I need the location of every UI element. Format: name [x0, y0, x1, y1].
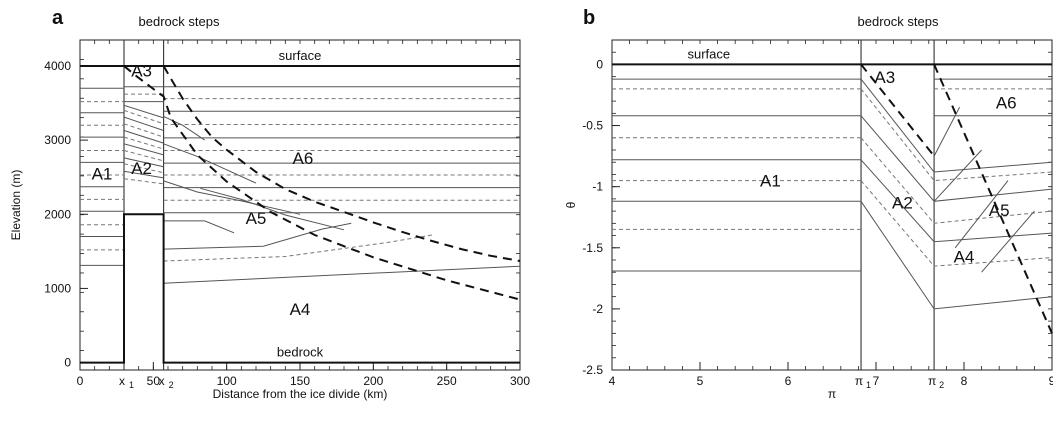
layer-line-dashed: [123, 136, 164, 150]
region-label-a1: A1: [760, 172, 781, 191]
region-label-a3: A3: [874, 68, 895, 87]
layer-line-solid: [123, 143, 164, 156]
step-marker-label: π: [928, 374, 936, 388]
x-axis-label: π: [828, 387, 836, 401]
region-label-a5: A5: [989, 201, 1010, 220]
region-label-a2: A2: [892, 194, 913, 213]
layer-line-solid: [123, 130, 164, 144]
y-tick-label: 2000: [44, 207, 71, 221]
layer-line-dashed: [123, 178, 164, 185]
layer-line-solid: [860, 201, 1053, 310]
bedrock-line: [80, 213, 520, 364]
diagonal-line: [200, 187, 345, 231]
step-marker-subscript: 1: [866, 380, 871, 390]
x-tick-label: 8: [961, 374, 968, 388]
layer-line-dashed: [860, 137, 1053, 224]
y-tick-label: -2.5: [582, 363, 603, 377]
annotation-surface: surface: [687, 46, 730, 61]
panel-label: b: [583, 7, 595, 29]
y-axis-label: θ: [564, 201, 578, 208]
x-tick-label: 100: [217, 374, 237, 388]
annotation-bedrock-steps: bedrock steps: [858, 14, 939, 29]
diagonal-line: [981, 210, 1035, 273]
y-tick-label: -2: [592, 302, 603, 316]
x-tick-label: 7: [873, 374, 880, 388]
layer-line-solid: [123, 170, 164, 179]
annotation-bedrock: bedrock: [277, 345, 324, 360]
layer-line-dashed: [123, 109, 164, 125]
layer-line-solid: [123, 116, 164, 131]
y-tick-label: -0.5: [582, 119, 603, 133]
region-boundary-dashed: [123, 65, 521, 301]
region-label-a6: A6: [293, 149, 314, 168]
diagonal-line: [163, 180, 301, 215]
x-tick-label: 4: [609, 374, 616, 388]
layer-line-solid: [860, 115, 1053, 202]
y-tick-label: -1: [592, 180, 603, 194]
x-tick-label: 9: [1049, 374, 1053, 388]
diagonal-line: [163, 115, 205, 141]
y-tick-label: 1000: [44, 281, 71, 295]
diagonal-line: [933, 149, 982, 202]
plot-frame: [79, 39, 521, 371]
region-label-a4: A4: [954, 247, 975, 266]
x-tick-label: 250: [437, 374, 457, 388]
layer-line-dashed: [163, 234, 433, 262]
y-tick-label: 0: [596, 57, 603, 71]
step-marker-subscript: 1: [129, 380, 134, 390]
region-label-a2: A2: [131, 159, 152, 178]
annotation-surface: surface: [279, 48, 322, 63]
y-tick-label: 0: [64, 356, 71, 370]
diagonal-line: [954, 180, 1009, 249]
x-tick-label: 150: [290, 374, 310, 388]
step-marker-label: π: [855, 374, 863, 388]
region-boundary-dashed: [860, 63, 935, 157]
y-tick-label: 3000: [44, 133, 71, 147]
region-boundary-dashed: [162, 65, 521, 262]
x-tick-label: 0: [77, 374, 84, 388]
layer-line-dashed: [123, 123, 164, 138]
step-marker-label: x: [119, 374, 125, 388]
layer-line-solid: [123, 157, 164, 168]
x-tick-label: 200: [363, 374, 383, 388]
x-tick-label: 50: [147, 374, 161, 388]
layer-line-solid: [123, 104, 164, 119]
layer-line-dashed: [860, 180, 1053, 267]
x-axis-label: Distance from the ice divide (km): [213, 387, 388, 401]
step-marker-label: x: [159, 374, 165, 388]
step-marker-subscript: 2: [939, 380, 944, 390]
layer-line-solid: [860, 78, 1053, 173]
layer-line-solid: [860, 159, 1053, 243]
region-label-a5: A5: [246, 209, 267, 228]
diagonal-line: [163, 143, 257, 184]
region-label-a6: A6: [996, 93, 1017, 112]
region-boundary-dashed: [933, 63, 1053, 334]
plot-frame: [611, 39, 1053, 371]
step-marker-subscript: 2: [169, 380, 174, 390]
x-tick-label: 6: [785, 374, 792, 388]
layer-line-solid: [163, 222, 352, 250]
region-label-a1: A1: [92, 164, 113, 183]
layer-line-solid: [163, 265, 521, 284]
region-label-a4: A4: [290, 300, 311, 319]
panel-label: a: [52, 7, 64, 29]
y-tick-label: 4000: [44, 59, 71, 73]
layer-line-dashed: [860, 88, 1053, 182]
panel-a: 0 50 100 150 200 250 30001000200030004000Dista…: [9, 7, 530, 401]
layer-line-solid: [163, 220, 235, 234]
y-tick-label: -1.5: [582, 241, 603, 255]
region-label-a3: A3: [131, 61, 152, 80]
x-tick-label: 300: [510, 374, 530, 388]
y-axis-label: Elevation (m): [9, 170, 23, 241]
x-tick-label: 5: [697, 374, 704, 388]
diagonal-line: [933, 106, 961, 157]
annotation-bedrock-steps: bedrock steps: [139, 14, 220, 29]
